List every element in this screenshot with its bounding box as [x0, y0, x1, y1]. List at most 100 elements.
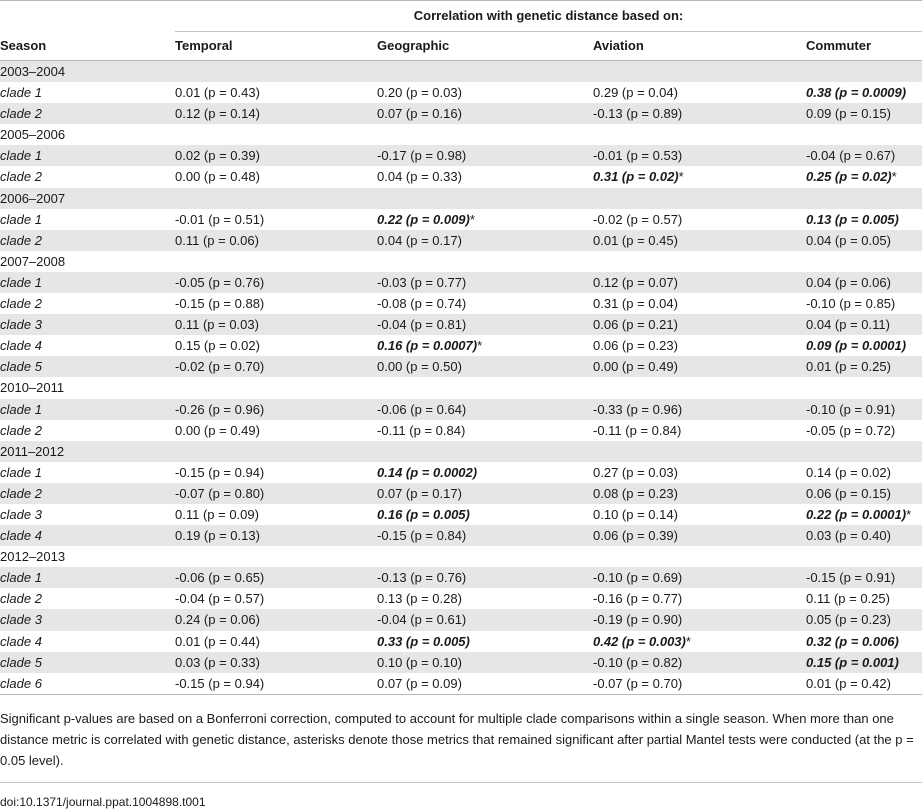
- table-footnote: Significant p-values are based on a Bonf…: [0, 710, 914, 768]
- clade-label: clade 2: [0, 422, 42, 438]
- value-text: 0.33 (p = 0.005): [377, 633, 470, 649]
- significance-asterisk: *: [477, 338, 483, 354]
- value-text: 0.00 (p = 0.50): [377, 359, 462, 375]
- clade-label: clade 1: [0, 567, 175, 589]
- value-text: 0.02 (p = 0.39): [175, 148, 260, 164]
- value-text: 0.07 (p = 0.16): [377, 106, 462, 122]
- season-empty-cell: [175, 377, 377, 398]
- column-header-commuter: Commuter: [806, 38, 872, 53]
- value-text: 0.01 (p = 0.42): [806, 675, 891, 691]
- season-empty-cell: [593, 440, 806, 462]
- value-text: -0.15 (p = 0.94): [175, 675, 265, 691]
- value-text: 0.07 (p = 0.17): [377, 485, 462, 501]
- season-empty-cell: [806, 124, 922, 145]
- value-text: -0.07 (p = 0.70): [593, 675, 683, 691]
- value-cell: 0.09 (p = 0.15): [806, 103, 922, 125]
- value-cell: 0.13 (p = 0.005): [806, 209, 922, 230]
- season-empty-cell: [377, 251, 593, 272]
- season-empty-cell: [377, 124, 593, 145]
- season-empty-cell: [593, 251, 806, 272]
- value-cell: 0.07 (p = 0.09): [377, 673, 593, 695]
- value-cell: -0.11 (p = 0.84): [377, 420, 593, 441]
- clade-label: clade 3: [0, 506, 42, 522]
- clade-label: clade 2: [0, 103, 175, 125]
- clade-label: clade 2: [0, 229, 175, 251]
- season-empty-cell: [806, 546, 922, 567]
- clade-label: clade 5: [0, 651, 175, 673]
- value-text: 0.13 (p = 0.28): [377, 591, 462, 607]
- value-cell: -0.07 (p = 0.70): [593, 673, 806, 695]
- table-row: clade 1 -0.01 (p = 0.51) 0.22 (p = 0.009)*…: [0, 209, 922, 230]
- value-cell: -0.10 (p = 0.85): [806, 293, 922, 314]
- value-cell: -0.07 (p = 0.80): [175, 482, 377, 504]
- value-cell: 0.00 (p = 0.48): [175, 166, 377, 187]
- value-cell: -0.15 (p = 0.88): [175, 293, 377, 314]
- table-row: clade 4 0.15 (p = 0.02) 0.16 (p = 0.0007)*…: [0, 335, 922, 356]
- table-body: 2003–2004 clade 1 0.01 (p = 0.43) 0.20 (p =…: [0, 60, 922, 695]
- value-cell: -0.10 (p = 0.91): [806, 398, 922, 420]
- value-text: 0.04 (p = 0.11): [806, 317, 890, 333]
- value-text: 0.01 (p = 0.25): [806, 359, 891, 375]
- value-cell: 0.06 (p = 0.21): [593, 314, 806, 336]
- value-text: 0.09 (p = 0.0001): [806, 338, 907, 354]
- value-text: 0.05 (p = 0.23): [806, 612, 891, 628]
- value-text: 0.03 (p = 0.33): [175, 654, 260, 670]
- value-text: 0.10 (p = 0.10): [377, 654, 462, 670]
- season-empty-cell: [175, 546, 377, 567]
- value-text: 0.03 (p = 0.40): [806, 528, 891, 544]
- value-text: 0.15 (p = 0.02): [175, 338, 260, 354]
- value-text: 0.06 (p = 0.39): [593, 528, 678, 544]
- significance-asterisk: *: [678, 169, 684, 185]
- value-cell: 0.11 (p = 0.03): [175, 314, 377, 336]
- value-cell: -0.05 (p = 0.76): [175, 271, 377, 294]
- doi-divider: [0, 781, 922, 783]
- value-text: 0.00 (p = 0.48): [175, 169, 260, 185]
- table-row: clade 1 -0.06 (p = 0.65) -0.13 (p = 0.76) -…: [0, 567, 922, 589]
- value-cell: -0.04 (p = 0.61): [377, 609, 593, 631]
- value-text: 0.31 (p = 0.02): [593, 169, 679, 185]
- clade-label: clade 3: [0, 609, 175, 631]
- table-row: clade 1 0.01 (p = 0.43) 0.20 (p = 0.03) 0.2…: [0, 82, 922, 103]
- significance-asterisk: *: [685, 633, 691, 649]
- value-text: 0.12 (p = 0.14): [175, 106, 260, 122]
- group-header-row: Correlation with genetic distance based …: [0, 0, 922, 32]
- value-text: 0.11 (p = 0.25): [806, 591, 890, 607]
- table-row: clade 1 0.02 (p = 0.39) -0.17 (p = 0.98) -0…: [0, 145, 922, 167]
- value-text: 0.15 (p = 0.001): [806, 654, 899, 670]
- clade-label: clade 3: [0, 314, 175, 336]
- season-empty-cell: [175, 440, 377, 462]
- value-text: 0.24 (p = 0.06): [175, 612, 260, 628]
- value-cell: -0.15 (p = 0.94): [175, 673, 377, 695]
- season-row: 2005–2006: [0, 124, 922, 145]
- value-cell: 0.22 (p = 0.0001)*: [806, 504, 922, 525]
- value-cell: 0.11 (p = 0.06): [175, 229, 377, 251]
- value-text: -0.08 (p = 0.74): [377, 296, 467, 312]
- table-row: clade 5 -0.02 (p = 0.70) 0.00 (p = 0.50) 0.…: [0, 356, 922, 378]
- value-cell: 0.01 (p = 0.44): [175, 631, 377, 652]
- value-cell: -0.19 (p = 0.90): [593, 609, 806, 631]
- value-cell: -0.16 (p = 0.77): [593, 588, 806, 609]
- season-empty-cell: [175, 60, 377, 83]
- value-text: -0.11 (p = 0.84): [593, 422, 682, 438]
- value-text: 0.07 (p = 0.09): [377, 675, 462, 691]
- season-empty-cell: [593, 546, 806, 567]
- value-text: 0.06 (p = 0.23): [593, 338, 678, 354]
- season-empty-cell: [175, 251, 377, 272]
- value-text: 0.06 (p = 0.15): [806, 485, 891, 501]
- season-empty-cell: [806, 187, 922, 209]
- table-row: clade 6 -0.15 (p = 0.94) 0.07 (p = 0.09) -0…: [0, 673, 922, 695]
- value-cell: 0.08 (p = 0.23): [593, 482, 806, 504]
- value-cell: 0.00 (p = 0.49): [175, 420, 377, 441]
- season-empty-cell: [593, 60, 806, 83]
- value-cell: -0.10 (p = 0.69): [593, 567, 806, 589]
- value-text: -0.10 (p = 0.69): [593, 570, 683, 586]
- value-text: -0.04 (p = 0.67): [806, 148, 896, 164]
- value-cell: -0.11 (p = 0.84): [593, 420, 806, 441]
- value-text: 0.13 (p = 0.005): [806, 211, 899, 227]
- value-cell: -0.06 (p = 0.64): [377, 398, 593, 420]
- significance-asterisk: *: [469, 211, 475, 227]
- season-label: 2005–2006: [0, 127, 66, 143]
- table-row: clade 3 0.11 (p = 0.03) -0.04 (p = 0.81) 0.…: [0, 314, 922, 336]
- clade-label: clade 2: [0, 591, 42, 607]
- value-text: -0.07 (p = 0.80): [175, 485, 265, 501]
